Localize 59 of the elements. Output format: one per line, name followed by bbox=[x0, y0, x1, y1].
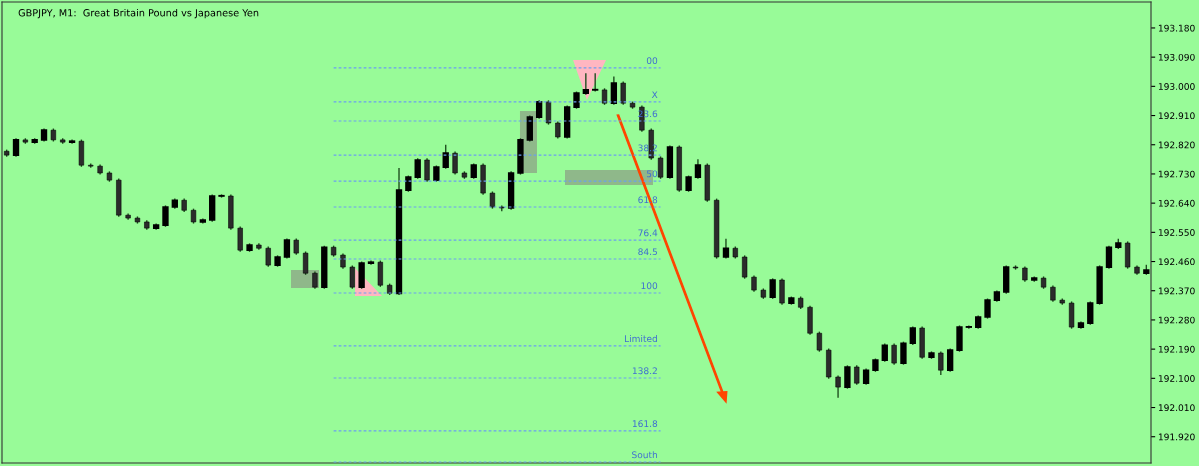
y-tick-label: 192.370 bbox=[1158, 287, 1195, 295]
y-tick-label: 192.460 bbox=[1158, 258, 1195, 266]
candlestick bbox=[816, 330, 822, 353]
candlestick bbox=[610, 75, 618, 106]
candlestick bbox=[854, 364, 860, 386]
candlestick bbox=[694, 158, 702, 180]
y-tick-label: 193.000 bbox=[1158, 83, 1195, 90]
y-tick-label: 191.920 bbox=[1158, 433, 1195, 441]
candlestick bbox=[592, 72, 599, 93]
candlestick bbox=[349, 264, 355, 290]
candlestick bbox=[891, 342, 897, 366]
candlestick bbox=[302, 250, 309, 276]
y-tick-label: 193.090 bbox=[1158, 53, 1195, 61]
series-label: X bbox=[651, 91, 658, 98]
candlestick bbox=[742, 254, 748, 280]
candlestick bbox=[377, 259, 383, 288]
candlestick bbox=[779, 277, 785, 306]
candlestick bbox=[956, 324, 963, 353]
series-label: 100 bbox=[641, 282, 658, 290]
y-tick-label: 192.640 bbox=[1158, 199, 1195, 207]
y-tick-label: 192.820 bbox=[1158, 141, 1195, 149]
candlestick bbox=[237, 225, 243, 253]
candlestick bbox=[946, 347, 954, 373]
text: GBPJPY, M1: Great Britain Pound vs Japanese Yen bbox=[18, 8, 259, 19]
candlestick bbox=[1087, 300, 1094, 326]
candlestick bbox=[162, 204, 169, 228]
candlestick bbox=[424, 157, 430, 183]
candlestick bbox=[414, 157, 421, 180]
y-tick-label: 192.190 bbox=[1158, 345, 1195, 353]
candlestick bbox=[452, 150, 458, 176]
y-tick-label: 192.280 bbox=[1158, 316, 1195, 324]
candlestick bbox=[358, 260, 365, 290]
candlestick bbox=[835, 374, 841, 399]
candlestick bbox=[769, 277, 776, 300]
y-tick-label: 192.010 bbox=[1158, 404, 1195, 412]
candlestick bbox=[12, 137, 20, 158]
candlestick bbox=[535, 99, 543, 120]
y-tick-label: 192.100 bbox=[1158, 375, 1195, 382]
series-label: 00 bbox=[646, 57, 658, 65]
y-tick-label: 192.730 bbox=[1158, 170, 1195, 178]
candlestick bbox=[844, 364, 851, 390]
candlestick bbox=[909, 325, 916, 346]
candlestick bbox=[78, 138, 85, 168]
candlestick bbox=[722, 238, 730, 260]
y-tick-label: 193.180 bbox=[1158, 24, 1195, 32]
series-label: 84.5 bbox=[638, 248, 657, 256]
candlestick bbox=[442, 144, 449, 170]
series-label: 161.8 bbox=[632, 420, 658, 428]
candlestick bbox=[657, 155, 664, 180]
series-label: South bbox=[632, 451, 657, 459]
y-tick-label: 192.550 bbox=[1158, 229, 1195, 236]
series-label: 76.4 bbox=[638, 229, 658, 237]
candlestick bbox=[938, 350, 944, 376]
series-label: 138.2 bbox=[632, 367, 657, 375]
candlestick bbox=[582, 72, 590, 96]
y-tick-label: 192.910 bbox=[1158, 112, 1195, 120]
candlestick bbox=[265, 245, 271, 268]
series-label: Limited bbox=[624, 335, 657, 343]
candlestick bbox=[545, 99, 552, 126]
